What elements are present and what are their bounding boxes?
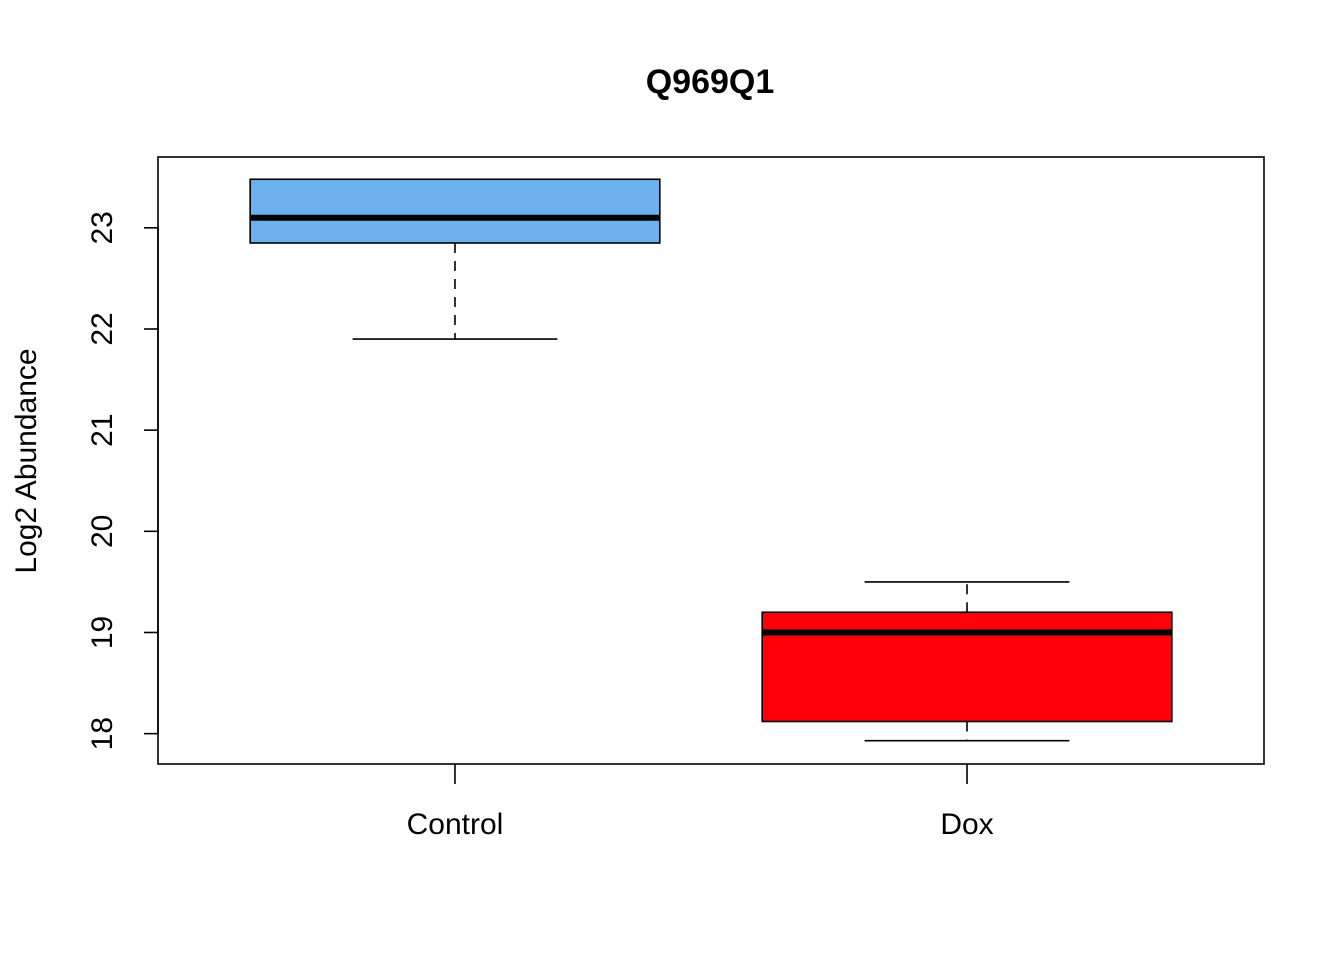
box-group	[761, 581, 1173, 742]
y-tick-label: 23	[86, 211, 119, 244]
y-tick-label: 21	[86, 413, 119, 446]
chart-title: Q969Q1	[646, 63, 775, 101]
y-tick-label: 22	[86, 312, 119, 345]
box-iqr	[761, 611, 1173, 723]
x-axis: Control Dox	[407, 764, 994, 841]
y-tick-label: 19	[86, 616, 119, 649]
box-group	[249, 178, 661, 340]
box-series	[249, 178, 1173, 742]
y-tick-label: 20	[86, 515, 119, 548]
box-iqr	[249, 178, 661, 244]
y-axis: 18 19 20 21 22 23	[86, 211, 159, 750]
x-tick-label: Control	[407, 808, 504, 841]
x-tick-label: Dox	[940, 808, 993, 841]
y-tick-label: 18	[86, 717, 119, 750]
y-axis-label: Log2 Abundance	[10, 348, 43, 573]
